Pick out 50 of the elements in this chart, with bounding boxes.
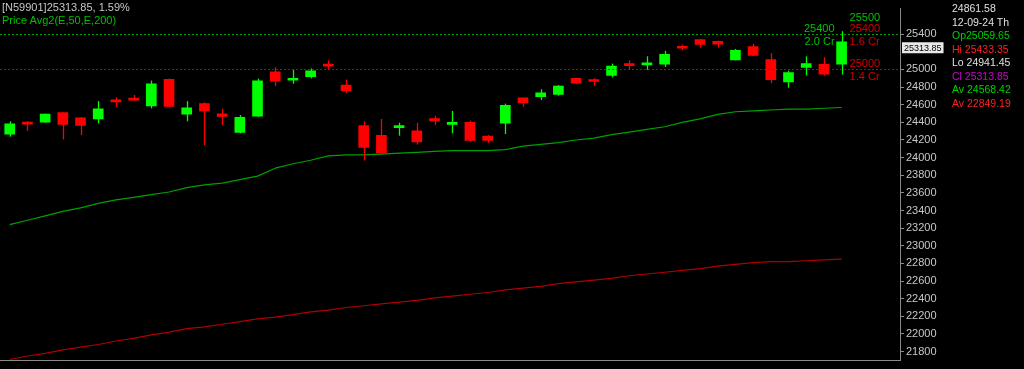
- candlestick: [146, 79, 157, 110]
- text: Price Avg2(E,50,E,200): [2, 14, 118, 27]
- y-tick-label: 22800: [906, 256, 937, 269]
- chart-title: [N59901]25313.85, 1.59%: [2, 1, 130, 14]
- text: Av 22849.19: [952, 96, 1011, 110]
- text: Hi 25433.35: [952, 42, 1010, 56]
- candlestick: [252, 77, 263, 118]
- y-tick-label: 24400: [906, 115, 937, 128]
- y-tick-label: 24200: [906, 133, 937, 146]
- candlestick: [199, 101, 210, 146]
- y-tick-label: 22600: [906, 274, 937, 287]
- y-tick-label: 23400: [906, 203, 937, 216]
- text: Lo 24941.45: [952, 56, 1011, 70]
- text: 12-09-24 Th: [952, 15, 1010, 29]
- y-tick-label: 23200: [906, 221, 937, 234]
- y-tick-label: 24000: [906, 150, 937, 163]
- candlestick: [234, 114, 246, 135]
- y-tick-label: 24600: [906, 97, 937, 110]
- y-tick-label: 21800: [906, 344, 937, 357]
- y-tick-label: 24800: [906, 80, 937, 93]
- y-tick-label: 25000: [906, 62, 937, 75]
- candlestick: [800, 55, 812, 77]
- annotation: 1.6 Cr: [849, 35, 880, 48]
- candlestick: [499, 103, 511, 135]
- candlestick: [358, 120, 370, 162]
- annotation: 25400: [849, 22, 881, 35]
- candlestick: [269, 66, 281, 87]
- y-tick-label: 25400: [906, 27, 937, 40]
- annotation: 25400: [804, 22, 835, 35]
- annotation: 2.0 Cr: [804, 35, 835, 48]
- candlestick: [92, 100, 104, 125]
- annotation: 25000: [849, 57, 881, 70]
- candlestick: [836, 30, 847, 76]
- y-tick-label: 22000: [906, 326, 937, 339]
- candlestick: [765, 52, 777, 84]
- candlestick: [376, 118, 387, 156]
- text: Av 24568.42: [952, 83, 1011, 97]
- y-tick-label: 23800: [906, 168, 937, 181]
- text: Op25059.65: [952, 29, 1011, 43]
- y-tick-label: 23000: [906, 238, 937, 251]
- annotation: 25500: [849, 11, 881, 24]
- y-tick-label: 22400: [906, 291, 937, 304]
- candlestick: [446, 110, 458, 135]
- text: Cl 25313.85: [952, 69, 1010, 83]
- y-tick-label: 23600: [906, 185, 937, 198]
- y-tick-label: 22200: [906, 309, 937, 322]
- text: 24861.58: [952, 2, 997, 16]
- text: 25313.85: [904, 43, 942, 54]
- candlestick: [181, 100, 193, 122]
- annotation: 1.4 Cr: [849, 70, 880, 83]
